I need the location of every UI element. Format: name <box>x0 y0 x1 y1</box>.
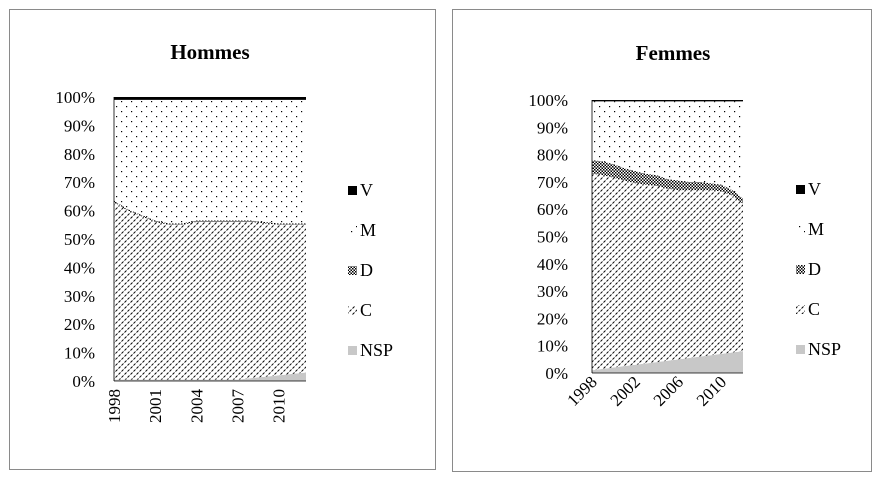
area-series-nsp <box>114 372 306 381</box>
chart-frame-hommes: Hommes 0% 10% 20% 30% 40% 50% 60% 70% 80% 90% 100% 1… <box>9 9 436 470</box>
legend-label-nsp: NSP <box>360 340 393 360</box>
y-tick-label: 100% <box>528 91 568 110</box>
y-tick-label: 90% <box>537 118 568 137</box>
y-tick-label: 0% <box>545 364 568 383</box>
legend-swatch-c <box>796 305 805 314</box>
y-tick-label: 40% <box>537 255 568 274</box>
x-tick-label: 1998 <box>563 372 600 409</box>
y-tick-label: 60% <box>537 200 568 219</box>
legend-swatch-m <box>348 226 357 235</box>
y-tick-label: 80% <box>64 145 95 164</box>
y-tick-label: 100% <box>55 88 95 107</box>
y-tick-label: 90% <box>64 116 95 135</box>
x-tick-label: 2006 <box>650 372 687 409</box>
x-tick-label: 2004 <box>187 389 206 424</box>
area-series-d <box>592 160 743 204</box>
legend-swatch-d <box>796 265 805 274</box>
legend-swatch-m <box>796 225 805 234</box>
legend-label-v: V <box>808 179 821 199</box>
legend-label-nsp: NSP <box>808 339 841 359</box>
y-tick-label: 20% <box>64 315 95 334</box>
legend-label-d: D <box>808 259 821 279</box>
chart-femmes: Femmes 0% 10% 20% 30% 40% 50% 60% 70% 80% 90% 100% 1… <box>528 41 841 410</box>
chart-title: Hommes <box>170 40 249 64</box>
legend-label-c: C <box>360 300 372 320</box>
legend-swatch-nsp <box>796 345 805 354</box>
legend-swatch-v <box>348 186 357 195</box>
x-tick-label: 2001 <box>146 389 165 423</box>
area-series-v <box>114 97 306 100</box>
y-tick-label: 10% <box>537 337 568 356</box>
y-tick-label: 70% <box>64 173 95 192</box>
y-tick-label: 0% <box>72 372 95 391</box>
chart-title: Femmes <box>636 41 711 65</box>
legend-label-m: M <box>808 219 824 239</box>
legend-swatch-nsp <box>348 346 357 355</box>
y-tick-label: 30% <box>64 287 95 306</box>
y-tick-label: 30% <box>537 282 568 301</box>
y-tick-label: 70% <box>537 173 568 192</box>
x-tick-label: 2007 <box>228 389 247 424</box>
area-series-nsp <box>592 351 743 373</box>
y-tick-label: 50% <box>537 228 568 247</box>
y-tick-label: 10% <box>64 344 95 363</box>
y-tick-label: 40% <box>64 258 95 277</box>
y-tick-label: 20% <box>537 309 568 328</box>
y-tick-label: 50% <box>64 230 95 249</box>
legend-swatch-v <box>796 185 805 194</box>
area-series-c <box>114 202 306 380</box>
area-series-m <box>592 101 743 199</box>
area-series-c <box>592 173 743 371</box>
legend-label-m: M <box>360 220 376 240</box>
x-tick-label: 2010 <box>270 389 289 423</box>
y-tick-label: 60% <box>64 202 95 221</box>
legend-swatch-d <box>348 266 357 275</box>
legend-label-v: V <box>360 180 373 200</box>
y-tick-label: 80% <box>537 146 568 165</box>
legend-label-d: D <box>360 260 373 280</box>
area-series-v <box>592 100 743 102</box>
area-series-m <box>114 99 306 224</box>
x-tick-label: 2010 <box>693 372 730 409</box>
legend-label-c: C <box>808 299 820 319</box>
chart-frame-femmes: Femmes 0% 10% 20% 30% 40% 50% 60% 70% 80% 90% 100% 1… <box>452 9 872 472</box>
x-tick-label: 2002 <box>606 372 643 409</box>
chart-hommes: Hommes 0% 10% 20% 30% 40% 50% 60% 70% 80% 90% 100% 1… <box>55 40 393 424</box>
legend-swatch-c <box>348 306 357 315</box>
x-tick-label: 1998 <box>105 389 124 423</box>
